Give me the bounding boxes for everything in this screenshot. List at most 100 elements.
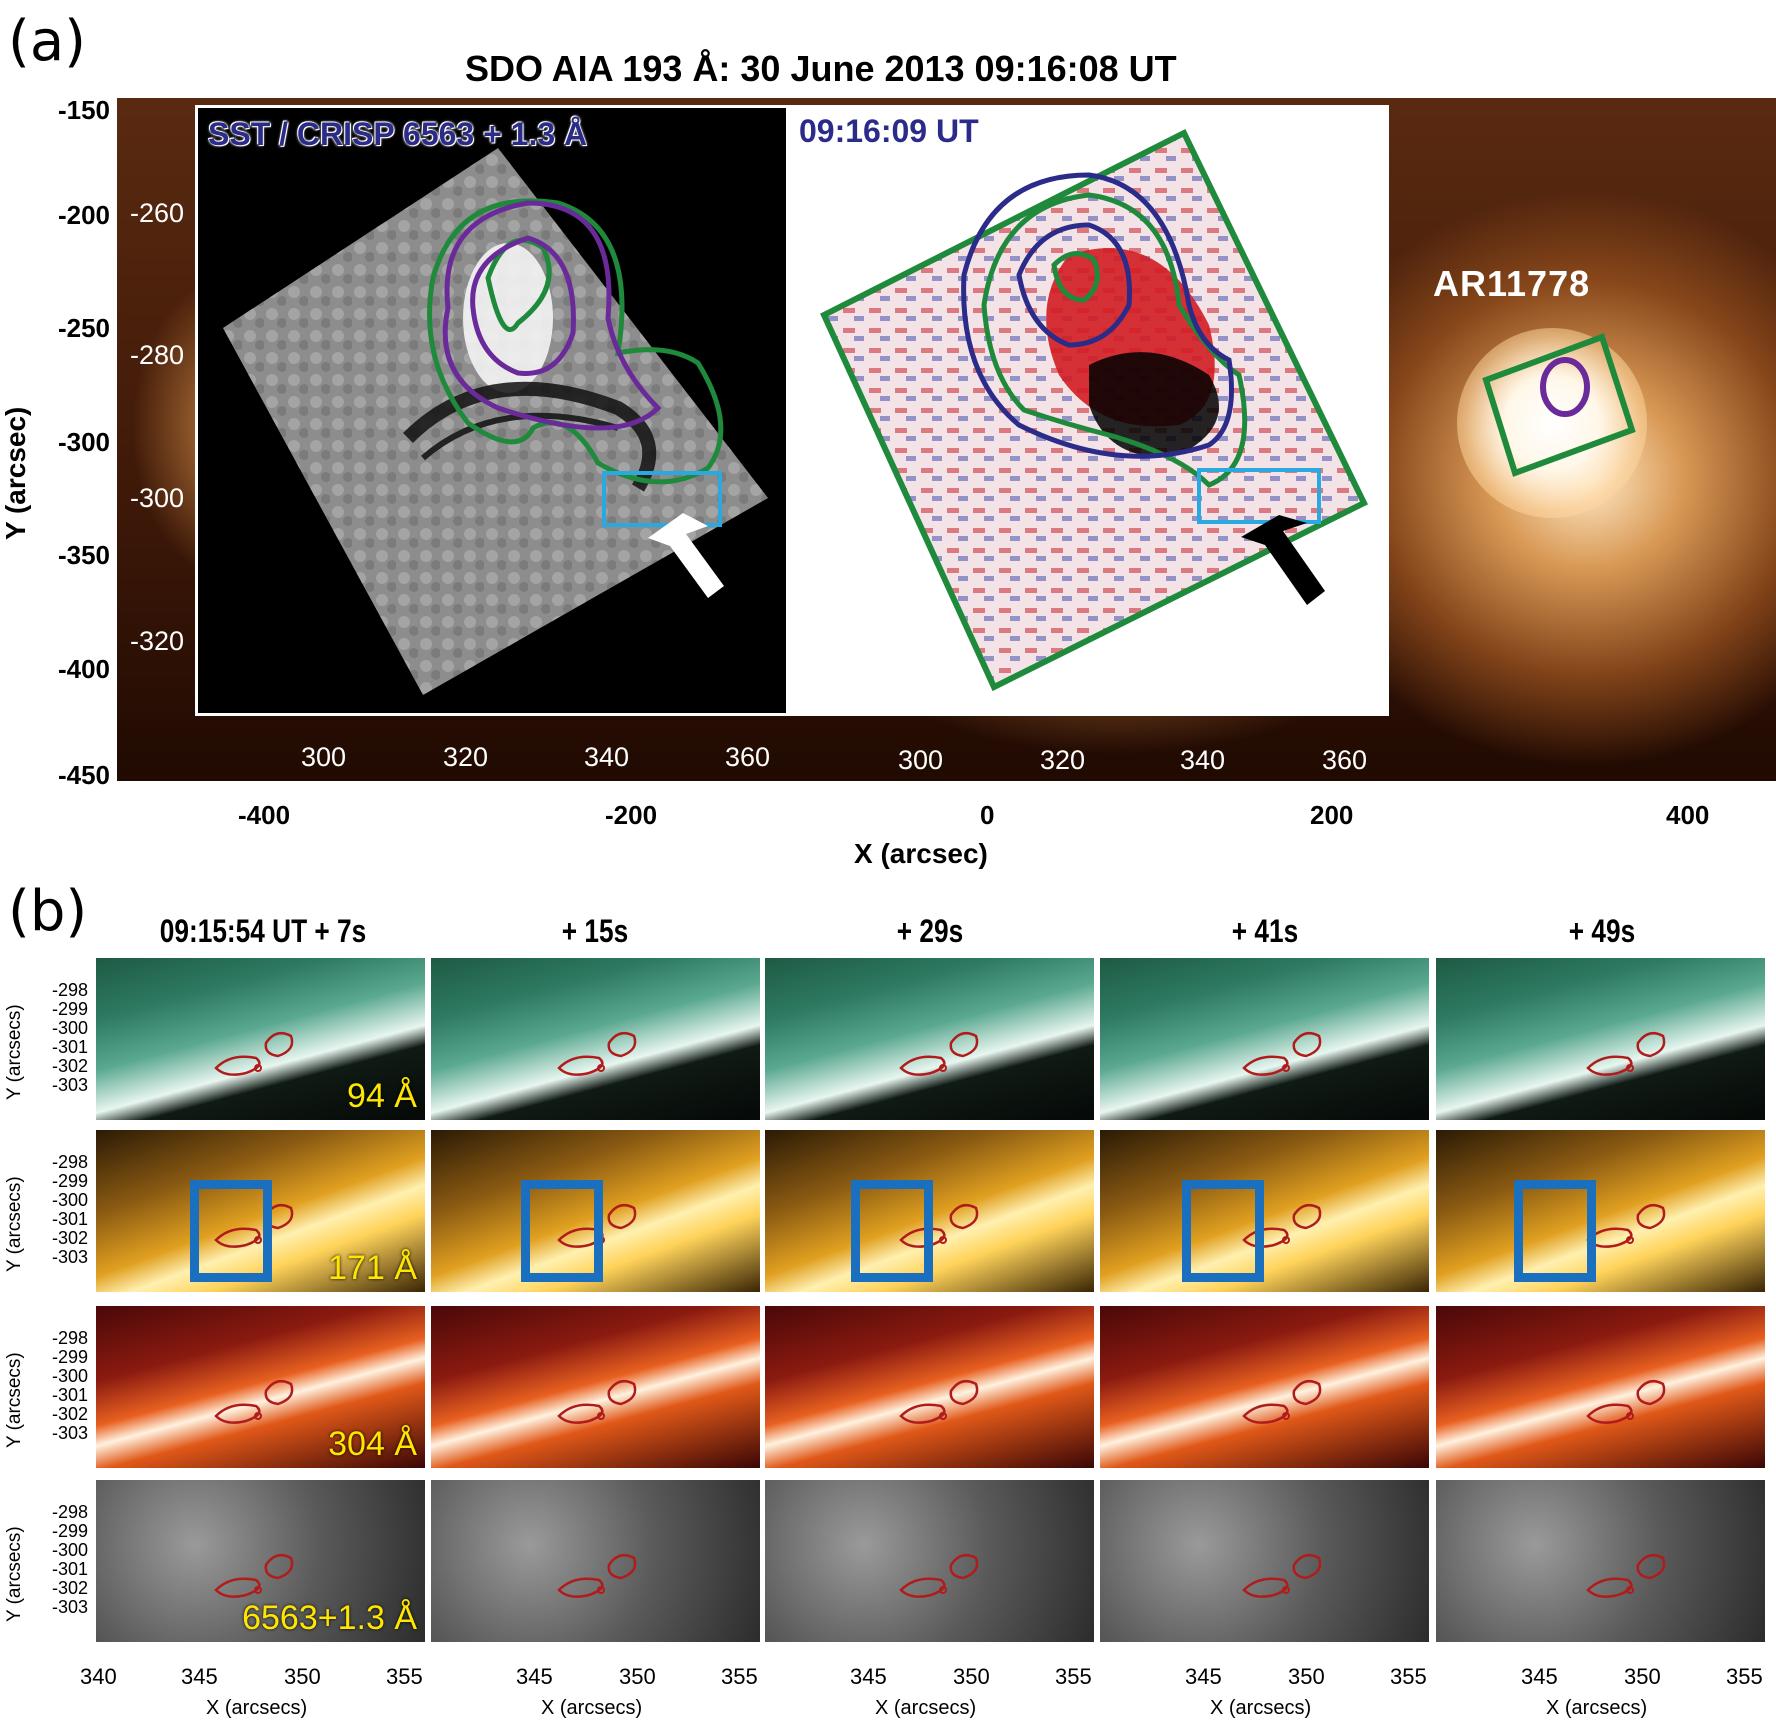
- y-tick: -303: [51, 1075, 88, 1095]
- column-title: + 15s: [561, 913, 629, 949]
- inset-x-tick: 340: [1180, 745, 1226, 775]
- wavelength-label: 94 Å: [347, 1077, 417, 1115]
- x-tick: 345: [1185, 1664, 1222, 1689]
- blue-box: [521, 1180, 603, 1282]
- inset-x-tick: 300: [301, 742, 347, 772]
- x-tick: 340: [80, 1664, 117, 1689]
- x-tick: 400: [1666, 800, 1710, 830]
- y-axis-title: Y (arcsecs): [4, 1004, 25, 1100]
- y-tick: -298: [51, 980, 88, 1000]
- x-axis-title: X (arcsecs): [1546, 1697, 1648, 1719]
- image-cell-gold: [765, 1130, 1094, 1292]
- image-cell-red: [1436, 1306, 1765, 1468]
- y-tick: -450: [57, 760, 110, 790]
- x-tick: 345: [850, 1664, 887, 1689]
- y-tick: -301: [51, 1037, 88, 1057]
- inset-x-tick: 320: [443, 742, 489, 772]
- y-tick: -302: [51, 1228, 88, 1248]
- inset-y-tick: -320: [130, 626, 185, 656]
- image-cell-gray: [765, 1480, 1094, 1642]
- sst-inset-right-graphic: [820, 128, 1368, 692]
- y-tick: -303: [51, 1597, 88, 1617]
- y-tick: -150: [57, 95, 110, 125]
- image-cell-gold: [431, 1130, 760, 1292]
- wavelength-label: 171 Å: [328, 1249, 417, 1287]
- inset-x-tick: 300: [898, 745, 944, 775]
- image-cell-green: [765, 958, 1094, 1120]
- y-tick: -300: [51, 1190, 88, 1210]
- x-tick: -400: [238, 800, 291, 830]
- column-title: 09:15:54 UT + 7s: [159, 913, 367, 949]
- image-cell-green: [1100, 958, 1429, 1120]
- inset-y-tick: -280: [130, 340, 185, 370]
- contour-overlay: [899, 1379, 979, 1424]
- y-tick: -300: [51, 1366, 88, 1386]
- blue-box: [190, 1180, 272, 1282]
- contour-overlay: [214, 1379, 294, 1424]
- panel-a-y-label: Y (arcsec): [0, 406, 31, 540]
- y-tick: -299: [51, 999, 88, 1019]
- column-title: + 41s: [1231, 913, 1299, 949]
- image-cell-gray: [431, 1480, 760, 1642]
- y-axis-title: Y (arcsecs): [4, 1176, 25, 1272]
- x-axis-title: X (arcsecs): [541, 1697, 643, 1719]
- sst-inset-left: SST / CRISP 6563 + 1.3 Å: [195, 105, 789, 716]
- time-label: 09:16:09 UT: [799, 113, 979, 149]
- contour-overlay: [1242, 1031, 1322, 1076]
- x-tick: 350: [1288, 1664, 1325, 1689]
- sst-inset-right: 09:16:09 UT: [789, 105, 1389, 716]
- sst-label: SST / CRISP 6563 + 1.3 Å: [208, 116, 588, 152]
- contour-overlay: [557, 1031, 637, 1076]
- x-tick: 350: [953, 1664, 990, 1689]
- y-tick: -299: [51, 1347, 88, 1367]
- sst-inset-left-graphic: [223, 148, 768, 695]
- y-tick: -300: [57, 427, 110, 457]
- inset-x-tick: 360: [1322, 745, 1368, 775]
- y-tick: -400: [57, 654, 110, 684]
- image-cell-red: [431, 1306, 760, 1468]
- contour-overlay: [557, 1553, 637, 1598]
- y-tick: -250: [57, 313, 110, 343]
- column-title: + 49s: [1568, 913, 1636, 949]
- y-axis-title: Y (arcsecs): [4, 1352, 25, 1448]
- image-cell-gold: [1436, 1130, 1765, 1292]
- contour-overlay: [1242, 1379, 1322, 1424]
- blue-box: [1182, 1180, 1264, 1282]
- contour-overlay: [214, 1553, 294, 1598]
- x-tick: 355: [1055, 1664, 1092, 1689]
- y-tick: -302: [51, 1404, 88, 1424]
- contour-overlay: [1586, 1031, 1666, 1076]
- x-tick: 350: [619, 1664, 656, 1689]
- y-axis-title: Y (arcsecs): [4, 1526, 25, 1622]
- y-tick: -302: [51, 1578, 88, 1598]
- x-tick: 200: [1310, 800, 1354, 830]
- contour-overlay: [899, 1553, 979, 1598]
- x-axis-title: X (arcsecs): [206, 1697, 308, 1719]
- x-tick: 0: [980, 800, 995, 830]
- contour-overlay: [899, 1203, 979, 1248]
- x-tick: 355: [1390, 1664, 1427, 1689]
- blue-box: [851, 1180, 933, 1282]
- image-cell-green: 94 Å: [96, 958, 425, 1120]
- ar-field-of-view: [1482, 333, 1636, 477]
- image-cell-red: 304 Å: [96, 1306, 425, 1468]
- column-title: + 29s: [896, 913, 964, 949]
- contour-overlay: [557, 1379, 637, 1424]
- panel-a-title: SDO AIA 193 Å: 30 June 2013 09:16:08 UT: [465, 48, 1177, 89]
- contour-overlay: [1242, 1203, 1322, 1248]
- ar-bright-core: [1457, 328, 1647, 518]
- y-tick: -301: [51, 1209, 88, 1229]
- y-tick: -298: [51, 1502, 88, 1522]
- y-tick: -303: [51, 1423, 88, 1443]
- contour-overlay: [214, 1031, 294, 1076]
- inset-x-tick: 340: [584, 742, 630, 772]
- y-tick: -300: [51, 1540, 88, 1560]
- y-tick: -200: [57, 200, 110, 230]
- panel-b-label: (b): [8, 879, 88, 944]
- y-tick: -300: [51, 1018, 88, 1038]
- image-cell-gray: [1100, 1480, 1429, 1642]
- x-tick: 355: [386, 1664, 423, 1689]
- inset-x-tick: 360: [725, 742, 771, 772]
- x-axis-title: X (arcsecs): [1210, 1697, 1312, 1719]
- x-tick: 345: [516, 1664, 553, 1689]
